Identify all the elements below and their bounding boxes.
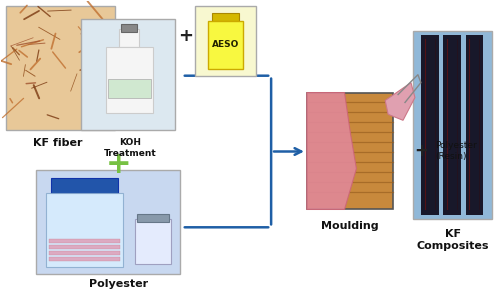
Polygon shape: [385, 83, 415, 120]
Bar: [442, 35, 460, 215]
Text: AESO: AESO: [212, 41, 239, 49]
Text: Polyester: Polyester: [89, 279, 148, 289]
Bar: [6, 6, 116, 130]
Text: KF
Composites: KF Composites: [416, 229, 489, 251]
Text: +: +: [178, 27, 194, 45]
Bar: [208, 21, 244, 69]
Text: KF fiber: KF fiber: [33, 138, 82, 148]
Bar: [421, 35, 438, 215]
Bar: [49, 239, 120, 243]
Bar: [106, 47, 153, 113]
Bar: [49, 245, 120, 249]
Bar: [49, 257, 120, 261]
Polygon shape: [307, 92, 356, 209]
Bar: [466, 35, 483, 215]
Bar: [122, 24, 138, 32]
Text: Moulding: Moulding: [321, 221, 379, 231]
Text: +: +: [414, 142, 428, 160]
Text: +: +: [106, 150, 131, 179]
Bar: [80, 19, 175, 130]
Bar: [46, 193, 124, 267]
Bar: [138, 215, 169, 222]
Bar: [136, 219, 171, 264]
Bar: [195, 6, 256, 76]
Bar: [212, 13, 240, 21]
Bar: [120, 29, 139, 47]
Bar: [413, 31, 492, 219]
Text: Polyester
(Resin): Polyester (Resin): [435, 141, 476, 161]
Bar: [108, 79, 151, 98]
Text: KOH
Treatment: KOH Treatment: [104, 138, 156, 158]
Bar: [49, 251, 120, 255]
Bar: [51, 178, 118, 193]
Bar: [307, 92, 393, 209]
Bar: [36, 170, 180, 274]
